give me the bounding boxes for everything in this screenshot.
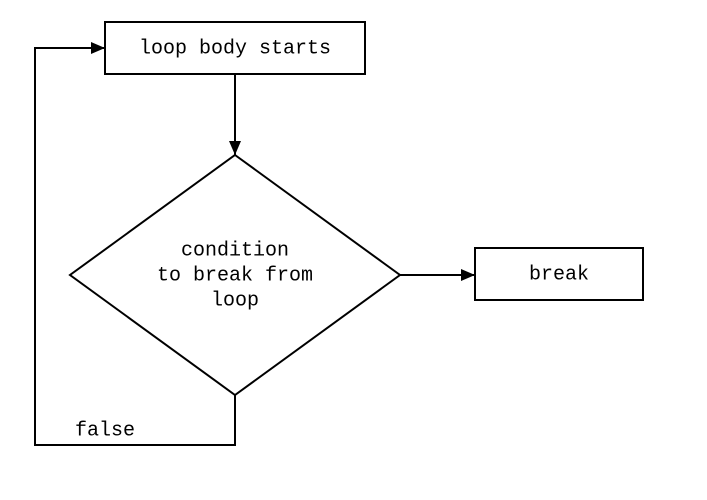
node-break: break [475,248,643,300]
node-decision-text-1: to break from [157,264,313,287]
node-break-text-0: break [529,263,589,286]
node-decision-text-0: condition [181,239,289,262]
edge-decision-to-break [400,269,475,281]
node-decision-text-2: loop [211,289,259,312]
node-start-text-0: loop body starts [139,37,331,60]
edge-decision-false-loop-label: false [75,419,135,442]
node-decision: conditionto break fromloop [70,155,400,395]
edge-start-to-decision [229,74,241,155]
flowchart-diagram: loop body starts conditionto break fromlo… [0,0,707,500]
node-start: loop body starts [105,22,365,74]
